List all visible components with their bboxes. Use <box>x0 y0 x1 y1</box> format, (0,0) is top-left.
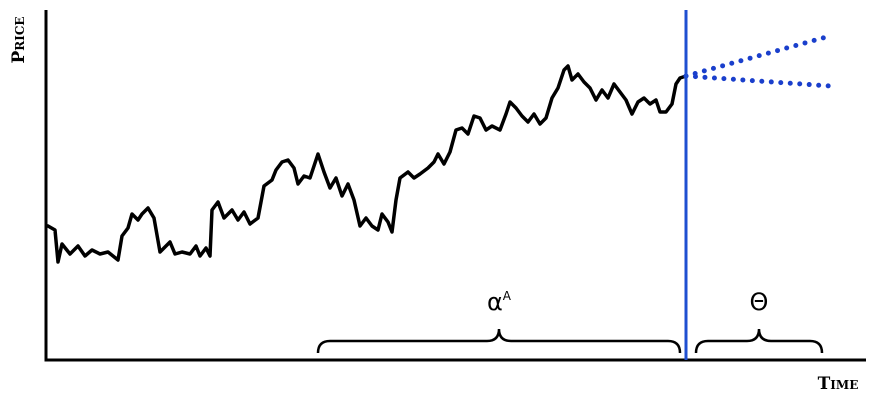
price-line <box>46 64 688 264</box>
brace <box>316 328 682 354</box>
annotation-label: Θ <box>750 288 769 316</box>
forecast-line <box>683 73 833 89</box>
brace <box>694 328 824 354</box>
annotation-text: Θ <box>750 288 769 316</box>
annotation-label: αA <box>487 288 512 316</box>
annotation-text: α <box>487 288 503 316</box>
y-axis-label: Price <box>9 16 29 63</box>
x-axis-label: Time <box>818 374 859 394</box>
annotation-sup: A <box>503 289 512 303</box>
forecast-line <box>683 33 833 79</box>
